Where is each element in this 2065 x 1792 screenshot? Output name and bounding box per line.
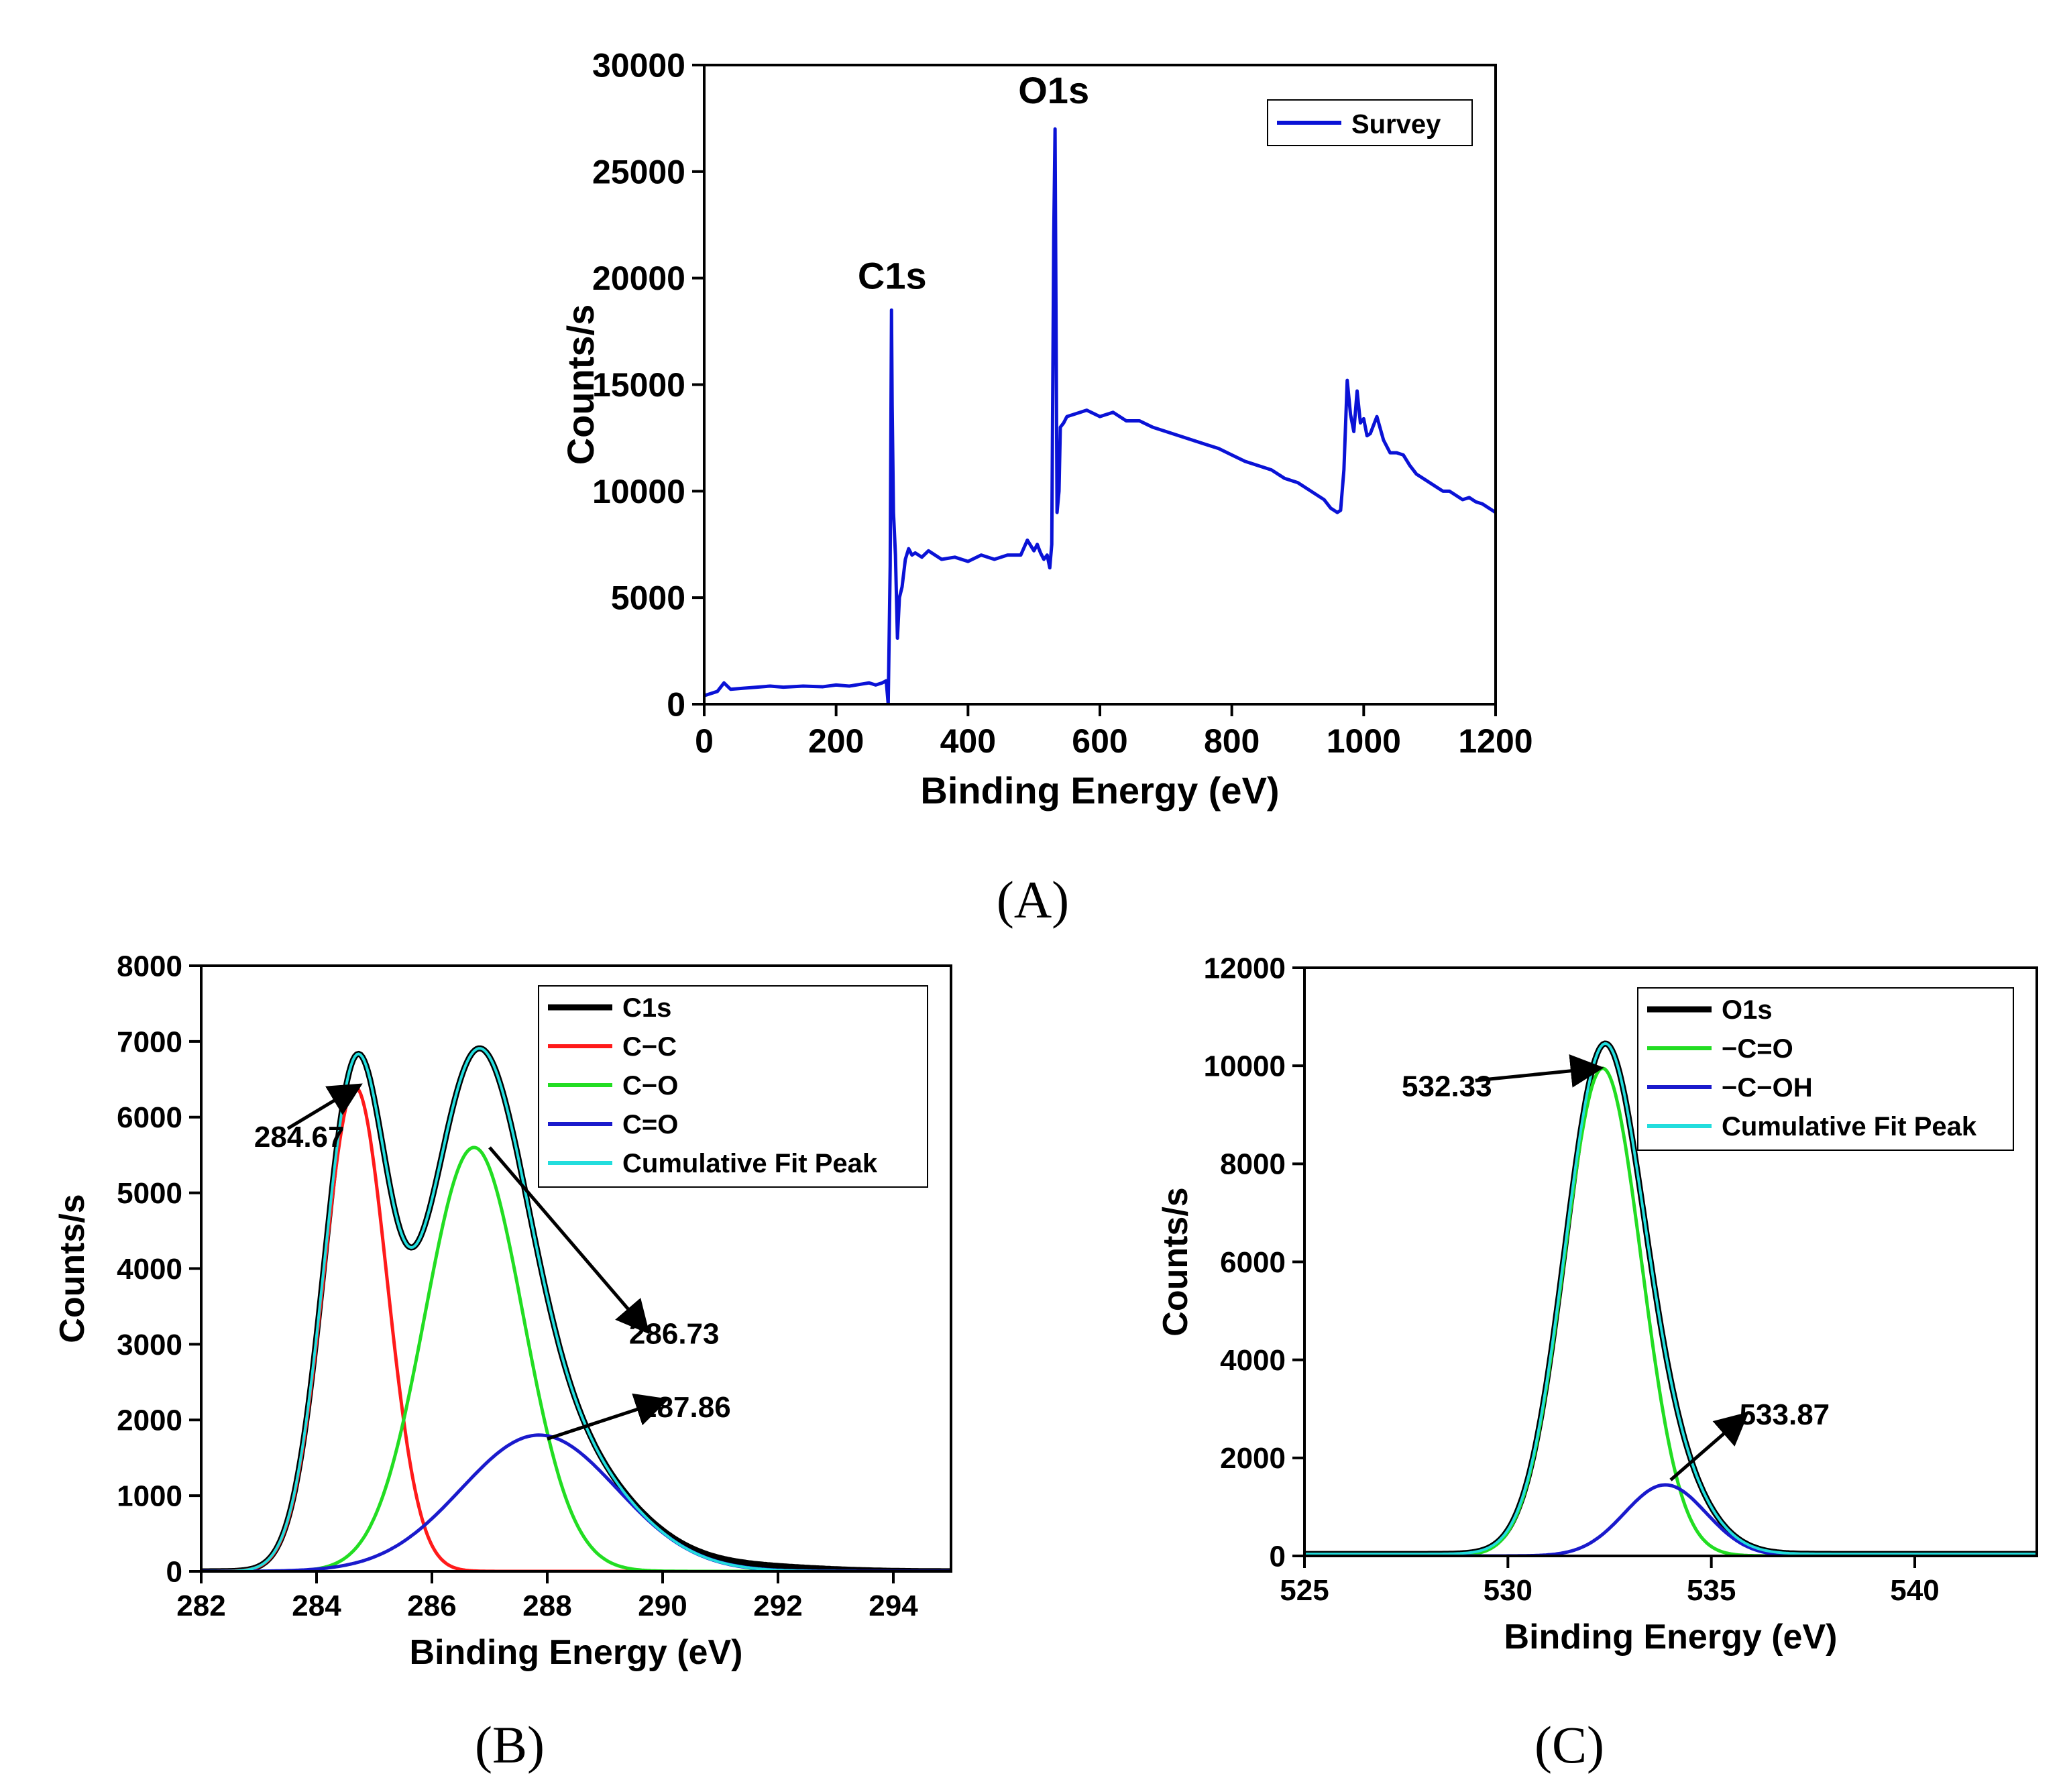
y-tick-label: 10000 — [1204, 1050, 1286, 1083]
x-tick-label: 800 — [1204, 722, 1260, 760]
y-tick-label: 0 — [166, 1555, 182, 1588]
legend: C1s C−C C−O C=O Cumulative Fit Peak — [538, 985, 928, 1188]
legend-entry: C−C — [622, 1032, 677, 1062]
peak-annotation: 287.86 — [640, 1391, 731, 1424]
x-axis-label: Binding Energy (eV) — [920, 769, 1279, 811]
x-axis-label: Binding Energy (eV) — [1504, 1618, 1838, 1657]
plot-area — [704, 127, 1496, 704]
peak-annotation: 284.67 — [254, 1121, 345, 1154]
legend-entry: −C=O — [1722, 1034, 1793, 1064]
x-tick-label: 288 — [522, 1589, 571, 1622]
plot-area — [1304, 1040, 2037, 1556]
panel-caption: (A) — [997, 871, 1069, 929]
x-tick-label: 294 — [869, 1589, 918, 1622]
x-tick-label: 286 — [407, 1589, 456, 1622]
legend-entry: Cumulative Fit Peak — [1722, 1112, 1977, 1141]
legend-entry: Survey — [1351, 109, 1441, 139]
x-tick-label: 1000 — [1327, 722, 1401, 760]
x-tick-label: 292 — [753, 1589, 802, 1622]
y-tick-label: 5000 — [611, 579, 685, 617]
series-survey-line — [704, 127, 1496, 704]
series-cumulative-fit-peak-line — [1304, 1042, 2037, 1556]
legend: O1s −C=O −C−OH Cumulative Fit Peak — [1637, 987, 2014, 1151]
y-tick-label: 1000 — [117, 1480, 182, 1513]
x-tick-label: 530 — [1484, 1574, 1532, 1607]
y-tick-label: 7000 — [117, 1025, 182, 1058]
legend-entry: C=O — [622, 1110, 678, 1139]
chart-c: 525 530 535 540 0 2000 4000 6000 8000 10000 12000 B… — [1156, 952, 2038, 1774]
y-tick-label: 20000 — [592, 260, 685, 297]
peak-label: C1s — [858, 255, 927, 297]
panel-caption: (B) — [475, 1716, 545, 1774]
legend-entry: C1s — [622, 993, 671, 1023]
peak-annotation: 533.87 — [1740, 1398, 1830, 1431]
peak-annotation: 532.33 — [1402, 1070, 1492, 1103]
axes-frame — [703, 64, 1497, 706]
y-tick-label: 8000 — [117, 950, 182, 983]
y-tick-label: 0 — [667, 686, 685, 724]
x-tick-label: 400 — [940, 722, 996, 760]
legend-entry: Cumulative Fit Peak — [622, 1149, 878, 1178]
x-tick-label: 0 — [695, 722, 714, 760]
y-tick-label: 2000 — [1220, 1442, 1286, 1475]
legend-entry: C−O — [622, 1071, 678, 1101]
x-tick-label: 284 — [292, 1589, 341, 1622]
chart-a: 0 200 400 600 800 1000 1200 0 5000 10000 15000 2000… — [559, 47, 1533, 930]
y-axis-label: Counts/s — [53, 1194, 92, 1343]
y-tick-label: 4000 — [117, 1253, 182, 1286]
x-tick-label: 600 — [1072, 722, 1127, 760]
y-tick-label: 6000 — [117, 1101, 182, 1134]
y-tick-label: 3000 — [117, 1329, 182, 1361]
annotation-arrow — [1475, 1054, 1604, 1088]
legend-entry: −C−OH — [1722, 1073, 1813, 1103]
y-tick-label: 8000 — [1220, 1148, 1286, 1181]
x-tick-label: 200 — [808, 722, 864, 760]
annotation-arrow — [286, 1083, 363, 1130]
series-c-o-line — [201, 1433, 951, 1571]
y-tick-label: 15000 — [592, 366, 685, 404]
x-tick-label: 282 — [176, 1589, 225, 1622]
y-tick-label: 2000 — [117, 1404, 182, 1437]
x-axis-label: Binding Energy (eV) — [410, 1633, 743, 1672]
x-tick-label: 540 — [1890, 1574, 1939, 1607]
chart-b: 282 284 286 288 290 292 294 0 1000 2000 3000 4000 50… — [53, 950, 952, 1774]
y-axis-label: Counts/s — [1156, 1187, 1195, 1336]
legend: Survey — [1267, 99, 1473, 146]
series--c-o-line — [1304, 1066, 2037, 1556]
y-tick-label: 4000 — [1220, 1344, 1286, 1377]
annotation-arrow — [547, 1393, 669, 1441]
y-tick-label: 0 — [1270, 1540, 1286, 1573]
y-tick-label: 25000 — [592, 153, 685, 190]
y-tick-label: 6000 — [1220, 1246, 1286, 1279]
y-axis-label: Counts/s — [559, 304, 602, 465]
x-tick-label: 535 — [1687, 1574, 1736, 1607]
legend-entry: O1s — [1722, 995, 1773, 1025]
x-tick-label: 525 — [1280, 1574, 1329, 1607]
y-tick-label: 10000 — [592, 473, 685, 510]
x-tick-label: 290 — [638, 1589, 687, 1622]
annotation-arrow — [1669, 1412, 1749, 1481]
y-tick-label: 30000 — [592, 47, 685, 85]
peak-label: O1s — [1018, 69, 1089, 111]
annotation-arrow — [488, 1146, 650, 1335]
panel-caption: (C) — [1534, 1716, 1604, 1774]
x-tick-label: 1200 — [1458, 722, 1532, 760]
y-tick-label: 12000 — [1204, 952, 1286, 985]
peak-annotation: 286.73 — [629, 1317, 720, 1350]
y-tick-label: 5000 — [117, 1177, 182, 1210]
series--c-oh-line — [1304, 1483, 2037, 1556]
